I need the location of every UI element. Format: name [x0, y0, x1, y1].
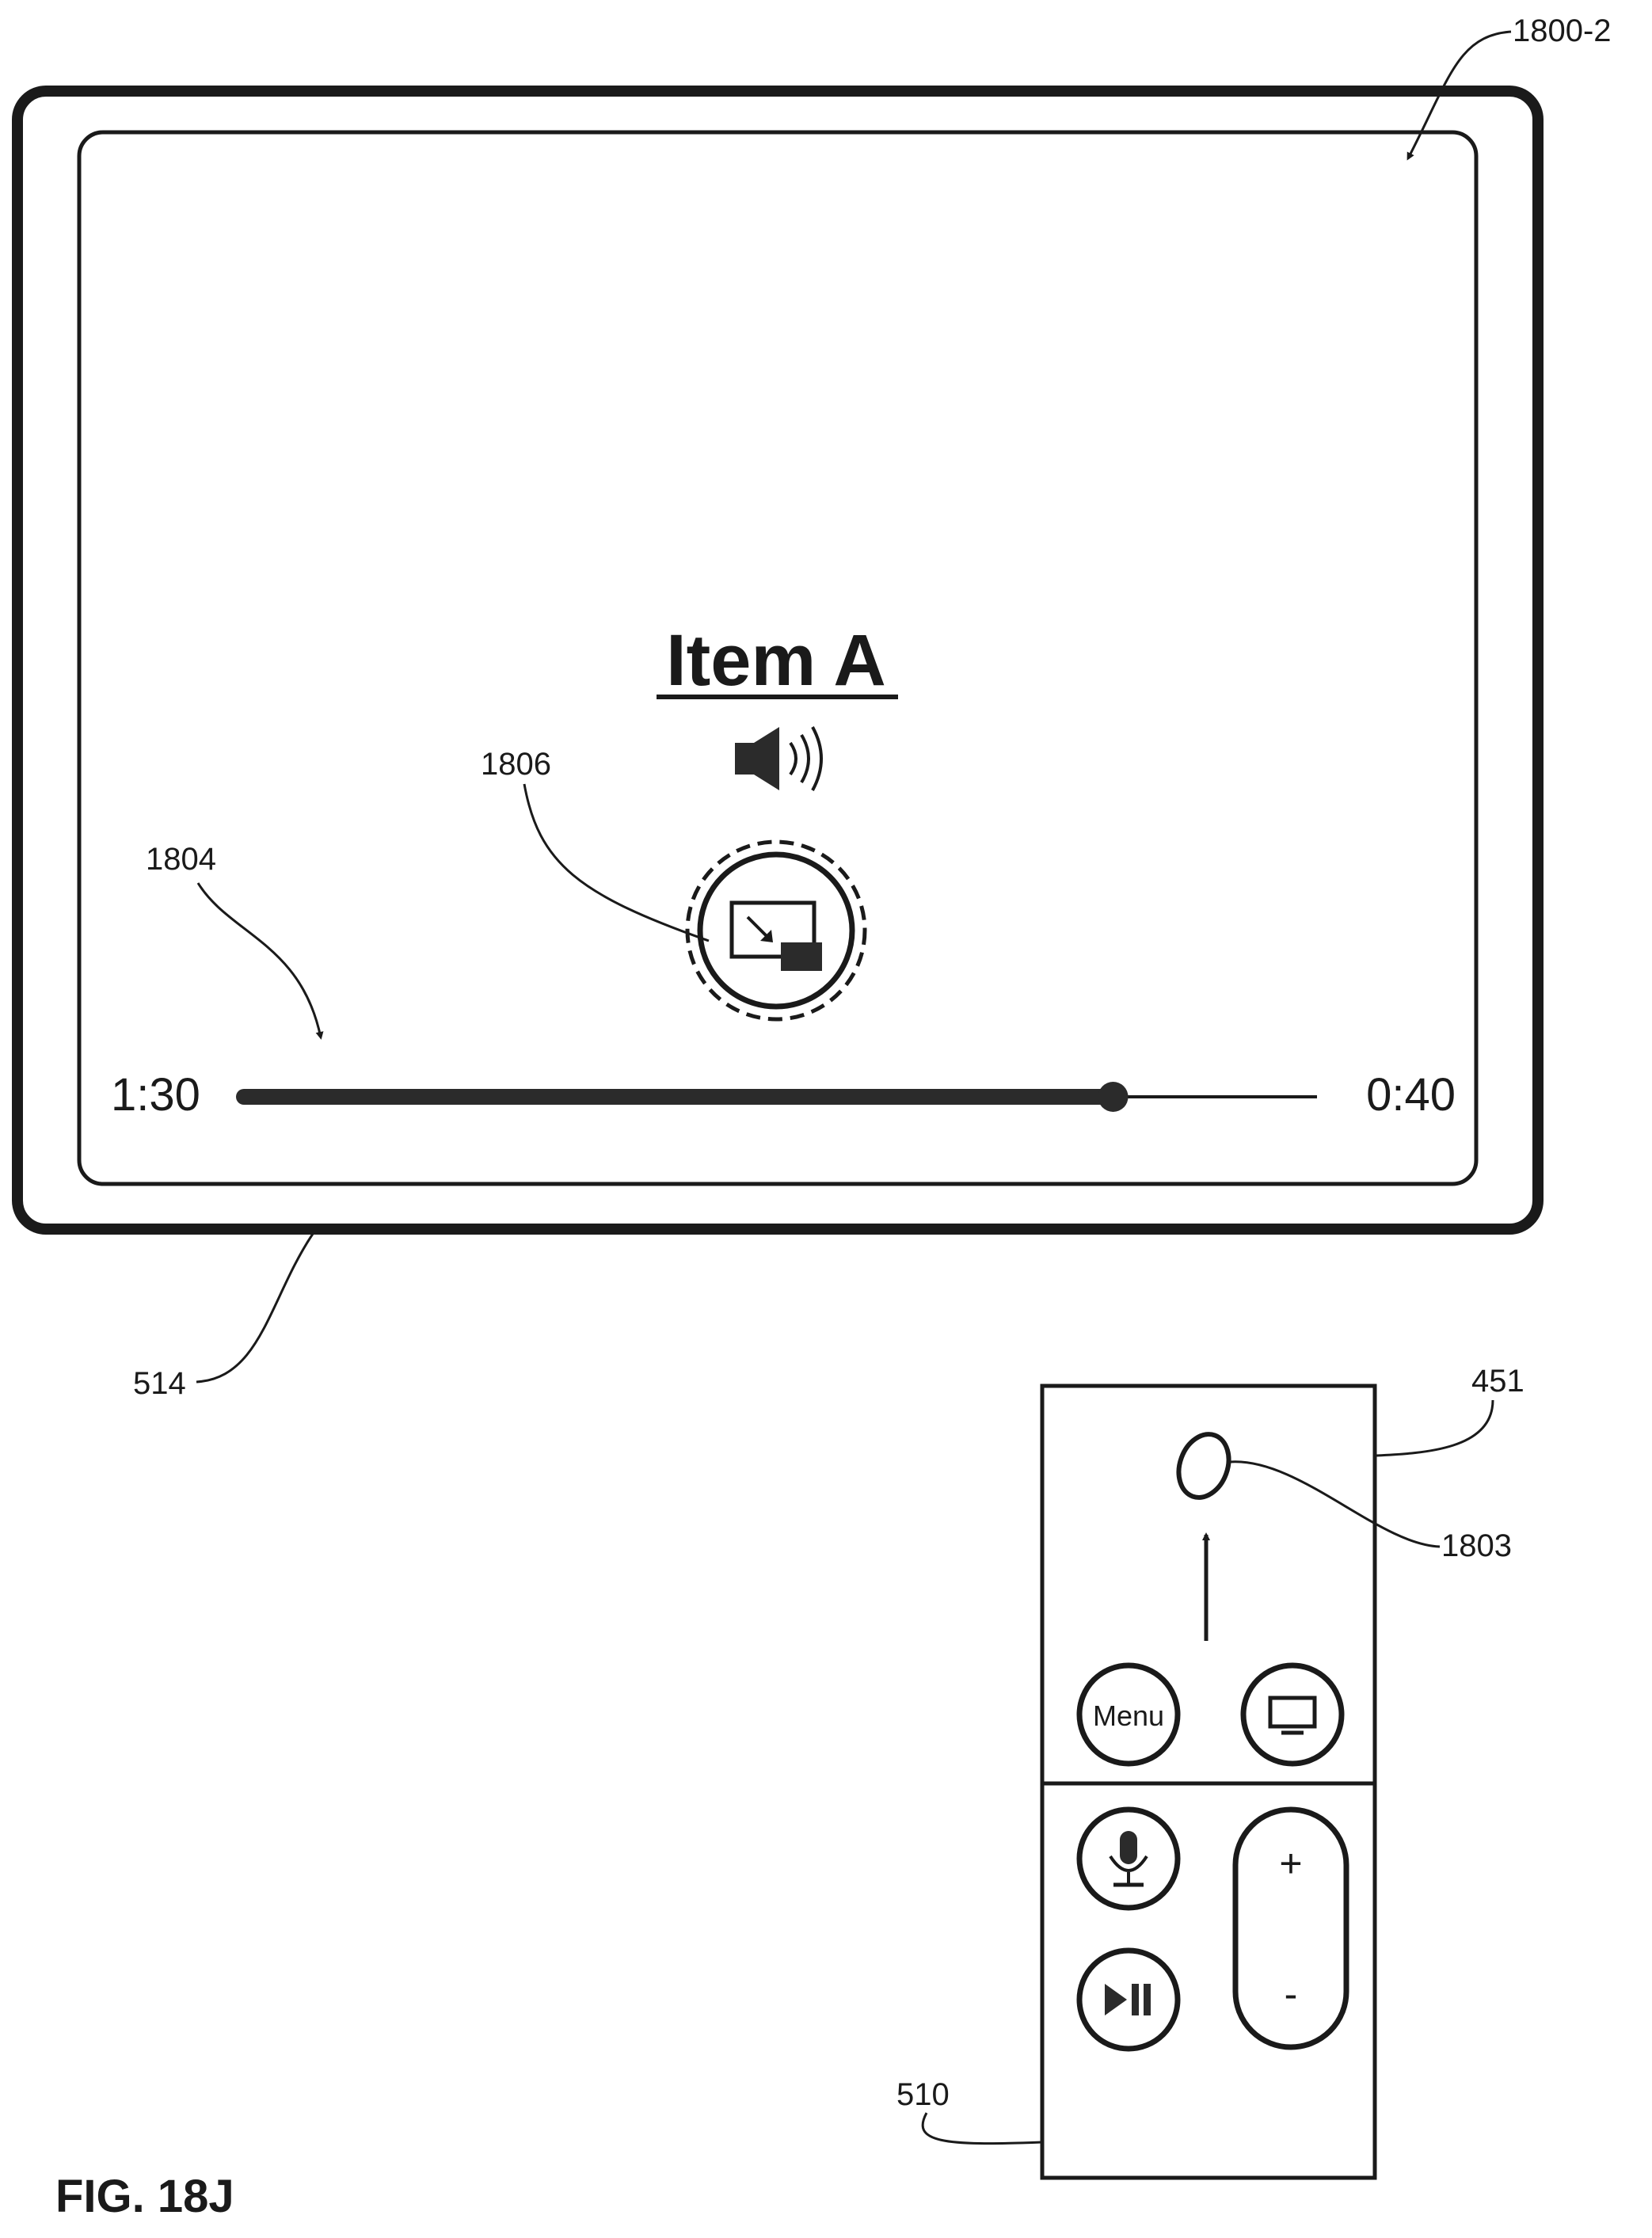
- ref-display-label: 514: [133, 1366, 186, 1401]
- picture-in-picture-button[interactable]: [687, 842, 865, 1019]
- ref-display-leader: [196, 1234, 313, 1382]
- ref-touch-surface-leader: [1376, 1400, 1493, 1456]
- ref-scrubber-leader: [198, 883, 321, 1037]
- volume-up-button[interactable]: +: [1279, 1841, 1302, 1886]
- menu-button[interactable]: Menu: [1079, 1665, 1178, 1764]
- ref-touch-surface-label: 451: [1471, 1364, 1524, 1399]
- ref-pip-label: 1806: [481, 747, 551, 782]
- scrubber-playhead[interactable]: [1098, 1082, 1129, 1112]
- ref-remote-leader: [923, 2113, 1042, 2144]
- elapsed-time: 1:30: [111, 1069, 200, 1121]
- ref-remote-label: 510: [896, 2077, 950, 2112]
- tv-button[interactable]: [1243, 1665, 1342, 1764]
- figure-label: FIG. 18J: [55, 2171, 234, 2222]
- media-title: Item A: [666, 620, 886, 701]
- remaining-time: 0:40: [1366, 1069, 1456, 1121]
- volume-rocker: + -: [1235, 1810, 1346, 2047]
- volume-down-button[interactable]: -: [1285, 1972, 1298, 2016]
- speaker-volume-icon: [735, 727, 821, 790]
- ref-pip-leader: [524, 784, 709, 941]
- play-pause-button[interactable]: [1079, 1951, 1178, 2049]
- ref-screen-label: 1800-2: [1513, 13, 1612, 48]
- microphone-button[interactable]: [1079, 1810, 1178, 1908]
- menu-button-label: Menu: [1093, 1699, 1164, 1732]
- playback-scrubber[interactable]: 1:30 0:40: [111, 1069, 1456, 1121]
- ref-scrubber-label: 1804: [146, 842, 216, 877]
- ref-touch-contact-label: 1803: [1441, 1528, 1512, 1563]
